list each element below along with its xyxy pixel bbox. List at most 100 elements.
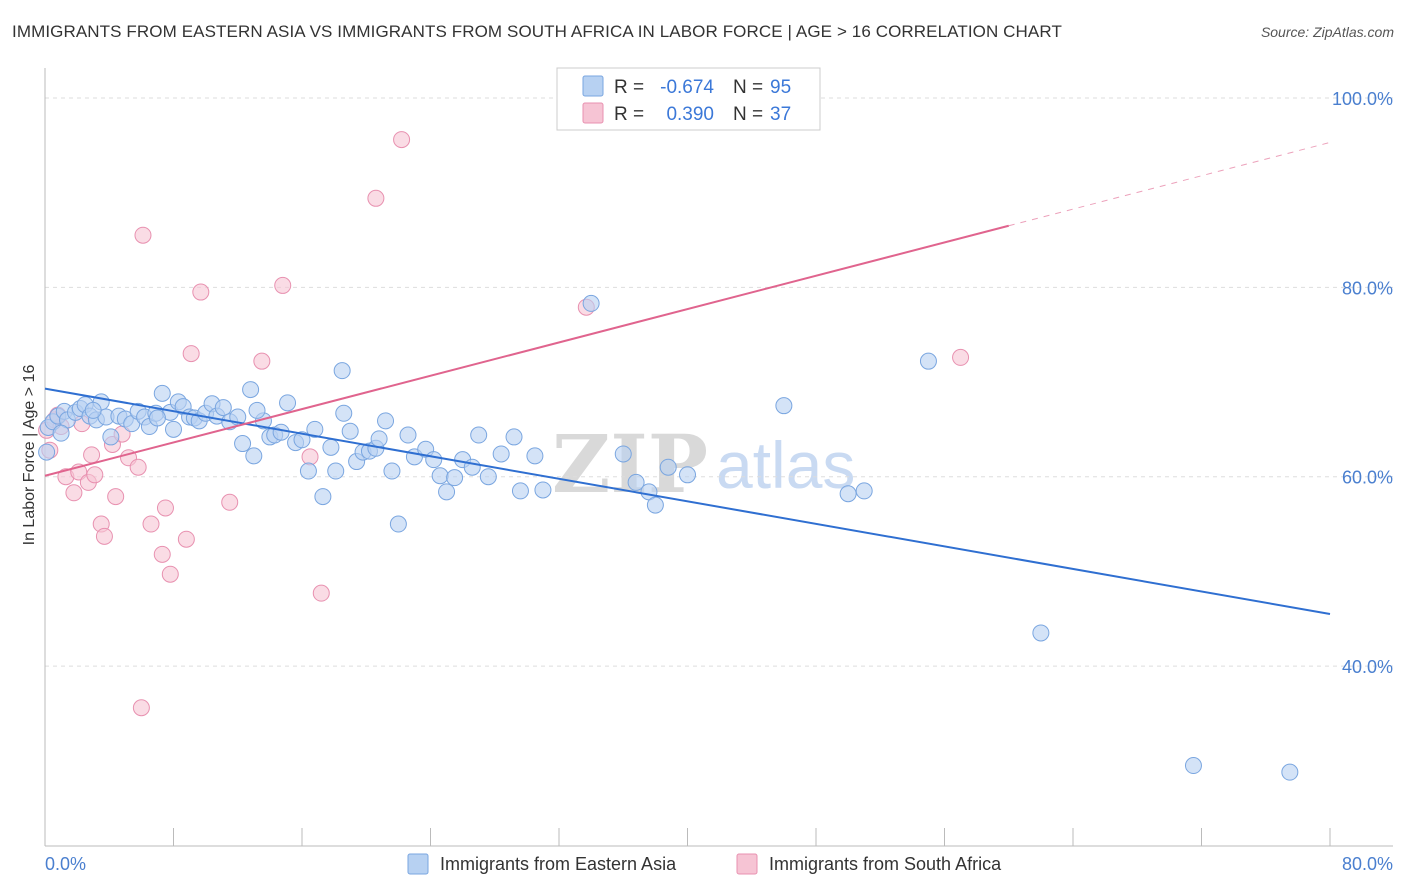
x-tick-label-min: 0.0% (45, 854, 86, 874)
trend-lines (44, 141, 1331, 615)
point-eastern-asia (614, 445, 632, 463)
point-eastern-asia (659, 458, 677, 476)
bottom-legend-label-eastern-asia: Immigrants from Eastern Asia (440, 854, 677, 874)
legend-r-value-1: -0.674 (660, 77, 714, 98)
point-south-africa (177, 530, 195, 548)
legend-swatch-south-africa (582, 102, 604, 124)
point-eastern-asia (327, 462, 345, 480)
point-south-africa (301, 448, 319, 466)
y-tick-label: 40.0% (1342, 657, 1393, 677)
point-eastern-asia (431, 467, 449, 485)
point-eastern-asia (341, 422, 359, 440)
point-eastern-asia (582, 294, 600, 312)
point-eastern-asia (775, 397, 793, 415)
y-tick-label: 60.0% (1342, 468, 1393, 488)
point-south-africa (253, 352, 271, 370)
bottom-legend: Immigrants from Eastern Asia Immigrants … (407, 853, 1002, 875)
point-eastern-asia (1032, 624, 1050, 642)
chart-title: IMMIGRANTS FROM EASTERN ASIA VS IMMIGRAN… (12, 22, 1062, 41)
chart-source: Source: ZipAtlas.com (1260, 24, 1394, 40)
point-south-africa (134, 226, 152, 244)
point-eastern-asia (314, 488, 332, 506)
point-eastern-asia (335, 404, 353, 422)
legend-n-label-1: N = (733, 77, 763, 98)
point-eastern-asia (370, 430, 388, 448)
point-eastern-asia (679, 466, 696, 484)
point-eastern-asia (855, 482, 873, 500)
point-eastern-asia (234, 435, 252, 453)
gridlines (45, 97, 1393, 667)
point-eastern-asia (272, 423, 290, 441)
point-south-africa (129, 458, 147, 476)
point-eastern-asia (333, 362, 351, 380)
y-tick-labels: 40.0% 60.0% 80.0% 100.0% (1332, 89, 1393, 677)
point-eastern-asia (399, 426, 417, 444)
point-eastern-asia (293, 431, 311, 449)
x-axis-ticks (44, 828, 1331, 846)
point-eastern-asia (438, 483, 456, 501)
point-south-africa (65, 484, 83, 502)
point-eastern-asia (526, 447, 544, 465)
y-tick-label: 80.0% (1342, 278, 1393, 298)
point-south-africa (107, 488, 125, 506)
point-south-africa (182, 345, 200, 363)
point-south-africa (952, 348, 970, 366)
point-eastern-asia (839, 485, 857, 503)
point-eastern-asia (279, 394, 297, 412)
trend-line-eastern-asia (44, 387, 1331, 615)
y-tick-label: 100.0% (1332, 89, 1393, 109)
bottom-legend-swatch-south-africa (736, 853, 758, 875)
point-eastern-asia (534, 481, 552, 499)
legend-r-label-2: R = (614, 104, 644, 125)
point-south-africa (83, 446, 101, 464)
point-eastern-asia (492, 445, 510, 463)
bottom-legend-swatch-eastern-asia (407, 853, 429, 875)
point-eastern-asia (627, 473, 645, 491)
point-eastern-asia (479, 468, 497, 486)
point-eastern-asia (389, 515, 407, 533)
x-tick-label-max: 80.0% (1342, 854, 1393, 874)
point-eastern-asia (1184, 757, 1202, 775)
legend-box: R = -0.674 N = 95 R = 0.390 N = 37 (556, 67, 821, 131)
point-eastern-asia (322, 438, 340, 456)
point-south-africa (95, 527, 113, 545)
point-south-africa (132, 699, 150, 717)
point-south-africa (221, 493, 239, 511)
point-south-africa (142, 515, 160, 533)
point-eastern-asia (425, 451, 443, 469)
point-south-africa (367, 189, 385, 207)
point-south-africa (312, 584, 330, 602)
y-axis-label: In Labor Force | Age > 16 (21, 365, 38, 546)
point-eastern-asia (511, 482, 529, 500)
point-south-africa (192, 283, 210, 301)
point-south-africa (393, 131, 411, 149)
point-eastern-asia (52, 424, 70, 442)
point-south-africa (153, 545, 171, 563)
legend-n-label-2: N = (733, 104, 763, 125)
point-eastern-asia (299, 462, 317, 480)
point-eastern-asia (102, 428, 120, 446)
point-eastern-asia (470, 426, 488, 444)
watermark-zip: ZIP (552, 417, 708, 511)
point-eastern-asia (242, 381, 260, 399)
point-eastern-asia (505, 428, 523, 446)
legend-r-value-2: 0.390 (666, 104, 714, 125)
point-south-africa (156, 499, 174, 517)
trend-line-south-africa-extension (1008, 141, 1331, 227)
point-eastern-asia (165, 420, 182, 438)
point-eastern-asia (1281, 763, 1299, 781)
point-eastern-asia (214, 399, 232, 417)
point-eastern-asia (248, 401, 266, 419)
bottom-legend-label-south-africa: Immigrants from South Africa (769, 854, 1002, 874)
trend-line-south-africa (44, 224, 1010, 477)
legend-n-value-2: 37 (770, 104, 791, 125)
point-eastern-asia (446, 469, 464, 487)
point-eastern-asia (646, 496, 664, 514)
legend-n-value-1: 95 (770, 77, 791, 98)
point-eastern-asia (38, 443, 56, 461)
point-eastern-asia (377, 412, 395, 430)
point-eastern-asia (245, 447, 263, 465)
series-eastern-asia-points (38, 294, 1299, 781)
point-eastern-asia (383, 462, 401, 480)
